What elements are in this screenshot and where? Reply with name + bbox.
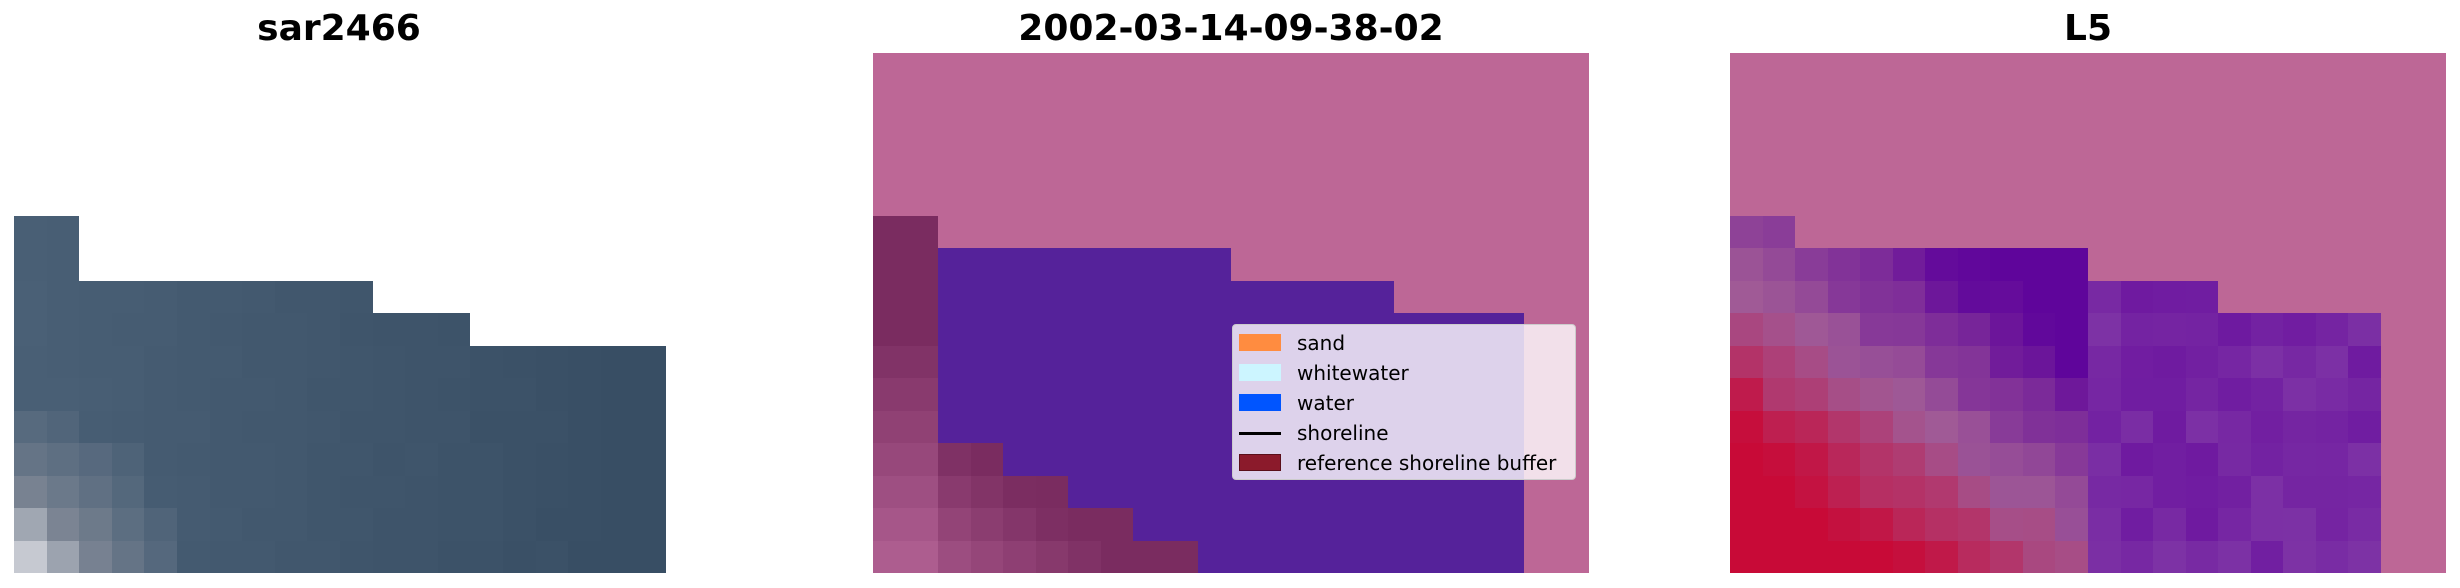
whitewater-swatch-icon: [1239, 364, 1281, 381]
panel-title-left: sar2466: [257, 8, 421, 49]
legend-label-water: water: [1297, 391, 1354, 415]
panel-title-right: L5: [2064, 8, 2112, 49]
sand-swatch-icon: [1239, 334, 1281, 351]
legend-label-whitewater: whitewater: [1297, 361, 1409, 385]
legend: sand whitewater water shoreline referenc…: [1232, 324, 1576, 480]
panel-title-middle: 2002-03-14-09-38-02: [1018, 8, 1444, 49]
sar-image-left: [14, 53, 666, 573]
water-swatch-icon: [1239, 394, 1281, 411]
legend-label-shoreline: shoreline: [1297, 421, 1389, 445]
legend-label-sand: sand: [1297, 331, 1346, 355]
classification-image-middle: [873, 53, 1589, 573]
legend-label-reference-buffer: reference shoreline buffer: [1297, 451, 1557, 475]
shoreline-line-icon: [1239, 432, 1281, 435]
reference-buffer-swatch-icon: [1239, 454, 1281, 471]
probability-image-right: [1730, 53, 2446, 573]
